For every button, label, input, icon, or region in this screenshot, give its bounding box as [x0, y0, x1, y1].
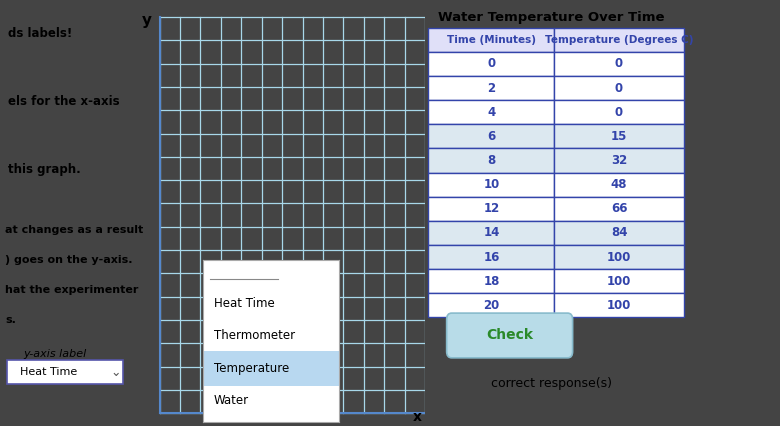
- Bar: [428, 173, 555, 197]
- Text: 0: 0: [615, 81, 623, 95]
- Bar: [428, 28, 555, 52]
- Text: 12: 12: [484, 202, 499, 215]
- Text: Temperature (Degrees C): Temperature (Degrees C): [544, 35, 693, 45]
- Bar: [555, 269, 683, 293]
- Bar: [555, 221, 683, 245]
- FancyBboxPatch shape: [447, 313, 573, 358]
- Text: 15: 15: [611, 130, 627, 143]
- Bar: [428, 221, 555, 245]
- Text: 84: 84: [611, 226, 627, 239]
- Text: 32: 32: [611, 154, 627, 167]
- Text: this graph.: this graph.: [8, 163, 81, 176]
- Bar: [555, 52, 683, 76]
- Text: 8: 8: [488, 154, 495, 167]
- Text: 16: 16: [484, 250, 499, 264]
- Bar: [555, 100, 683, 124]
- Text: Thermometer: Thermometer: [214, 329, 295, 343]
- Bar: [428, 269, 555, 293]
- Text: x: x: [413, 410, 422, 424]
- Bar: [428, 148, 555, 173]
- Bar: [428, 245, 555, 269]
- Text: Temperature: Temperature: [214, 362, 289, 375]
- Text: 20: 20: [484, 299, 499, 312]
- Text: 2: 2: [488, 81, 495, 95]
- Bar: [7, 360, 123, 384]
- Text: 10: 10: [484, 178, 499, 191]
- Text: 14: 14: [484, 226, 499, 239]
- Text: 100: 100: [607, 275, 631, 288]
- Text: 100: 100: [607, 299, 631, 312]
- Bar: [428, 124, 555, 148]
- Bar: [428, 76, 555, 100]
- Bar: [555, 293, 683, 317]
- Text: 6: 6: [488, 130, 495, 143]
- Text: 4: 4: [488, 106, 495, 119]
- Text: Water Temperature Over Time: Water Temperature Over Time: [438, 11, 665, 24]
- Text: ) goes on the y-axis.: ) goes on the y-axis.: [5, 255, 133, 265]
- Text: at changes as a result: at changes as a result: [5, 225, 144, 235]
- Bar: [428, 100, 555, 124]
- Text: s.: s.: [5, 315, 16, 325]
- Text: Check: Check: [486, 328, 534, 343]
- Text: 48: 48: [611, 178, 627, 191]
- Bar: [555, 76, 683, 100]
- Text: y-axis label: y-axis label: [23, 349, 87, 359]
- Text: 0: 0: [615, 58, 623, 70]
- Bar: [555, 197, 683, 221]
- Bar: [428, 293, 555, 317]
- Text: Water: Water: [214, 394, 249, 407]
- Text: y: y: [142, 13, 152, 28]
- Text: Time (Minutes): Time (Minutes): [447, 35, 536, 45]
- Text: Heat Time: Heat Time: [214, 297, 275, 310]
- Text: ds labels!: ds labels!: [8, 27, 73, 40]
- Bar: [428, 52, 555, 76]
- Text: 100: 100: [607, 250, 631, 264]
- Bar: [555, 28, 683, 52]
- Text: hat the experimenter: hat the experimenter: [5, 285, 139, 295]
- Bar: [555, 148, 683, 173]
- Bar: [555, 245, 683, 269]
- Bar: [203, 351, 339, 386]
- Bar: [428, 197, 555, 221]
- Bar: [555, 124, 683, 148]
- Text: 66: 66: [611, 202, 627, 215]
- Text: 18: 18: [484, 275, 499, 288]
- Bar: [555, 173, 683, 197]
- Text: ⌄: ⌄: [111, 366, 121, 379]
- Text: els for the x-axis: els for the x-axis: [8, 95, 120, 108]
- Text: Heat Time: Heat Time: [20, 367, 78, 377]
- Text: 0: 0: [488, 58, 495, 70]
- Text: correct response(s): correct response(s): [491, 377, 612, 390]
- Text: 0: 0: [615, 106, 623, 119]
